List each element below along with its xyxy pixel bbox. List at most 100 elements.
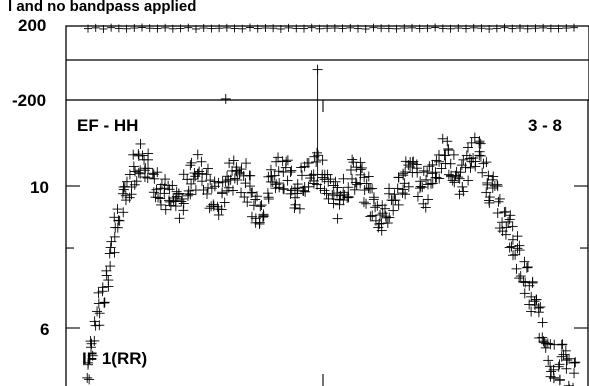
amp-point — [151, 184, 162, 195]
amp-point — [133, 167, 144, 178]
amp-point — [569, 357, 580, 368]
phase-point — [192, 24, 200, 33]
amp-point — [128, 161, 139, 172]
amp-point — [118, 207, 129, 218]
baseline-label: EF - HH — [77, 116, 138, 135]
amp-point — [506, 241, 517, 252]
amp-point — [546, 366, 557, 377]
amp-point — [232, 175, 243, 186]
amp-point — [242, 197, 253, 208]
amp-point — [322, 169, 333, 180]
amp-point — [424, 161, 435, 172]
plot-title-fragment: l and no bandpass applied — [8, 0, 196, 15]
phase-point — [315, 24, 324, 33]
amp-point — [303, 181, 314, 192]
amp-point — [561, 363, 572, 374]
amp-point — [196, 176, 207, 187]
amp-point — [229, 173, 240, 184]
amp-point — [137, 150, 148, 161]
amp-point — [423, 194, 434, 205]
amp-point — [545, 339, 556, 350]
amp-point — [150, 192, 161, 203]
amp-point — [555, 374, 566, 385]
amp-point — [475, 138, 486, 149]
amp-point — [505, 210, 516, 221]
amp-point — [86, 342, 97, 353]
phase-point — [122, 24, 131, 33]
phase-point — [361, 24, 370, 33]
amp-point — [101, 265, 112, 276]
phase-point — [338, 24, 347, 33]
amp-point — [454, 173, 465, 184]
amp-point — [478, 158, 489, 169]
if-label: IF 1(RR) — [82, 349, 147, 368]
amp-point — [135, 138, 146, 149]
phase-point — [130, 24, 139, 33]
amp-point — [185, 160, 196, 171]
amp-point — [196, 156, 207, 167]
amp-point — [448, 149, 459, 160]
amp-point — [407, 157, 418, 168]
amp-point — [289, 202, 300, 213]
amp-point — [508, 250, 519, 261]
amp-point — [192, 149, 203, 160]
amp-point — [515, 271, 526, 282]
amp-point — [212, 201, 223, 212]
phase-point — [384, 24, 393, 33]
phase-point — [161, 23, 170, 32]
amp-point — [93, 287, 104, 298]
amp-point — [483, 170, 494, 181]
phase-point — [292, 24, 301, 33]
amp-point — [167, 180, 178, 191]
phase-point — [546, 24, 555, 33]
amp-point — [455, 167, 466, 178]
amp-point — [492, 181, 503, 192]
amp-point — [521, 262, 532, 273]
phase-point — [516, 24, 524, 33]
amp-point — [173, 188, 184, 199]
amp-point — [109, 247, 120, 258]
amp-point — [403, 181, 414, 192]
phase-point — [346, 23, 355, 32]
amp-point — [434, 156, 445, 167]
amp-point — [152, 167, 163, 178]
amp-point — [142, 154, 153, 165]
phase-point — [114, 24, 123, 33]
amp-point — [475, 150, 486, 161]
amp-ticks — [66, 100, 588, 386]
amp-point — [421, 174, 432, 185]
amp-point — [367, 210, 378, 221]
amp-point — [300, 186, 311, 197]
amp-point — [442, 136, 453, 147]
amp-point — [361, 178, 372, 189]
amp-point — [213, 209, 224, 220]
phase-point — [408, 23, 416, 32]
amp-point — [257, 212, 268, 223]
amp-point — [443, 145, 454, 156]
amp-point — [273, 152, 284, 163]
amp-point — [436, 163, 447, 174]
amp-point — [94, 320, 105, 331]
amp-point — [512, 231, 523, 242]
amp-point — [171, 186, 182, 197]
amp-point — [427, 159, 438, 170]
amp-point — [453, 172, 464, 183]
amp-point — [325, 174, 336, 185]
amp-point — [474, 146, 485, 157]
amp-point — [164, 184, 175, 195]
phase-point — [269, 24, 278, 33]
amp-point — [426, 178, 437, 189]
amp-point — [367, 183, 378, 194]
amp-point — [484, 197, 495, 208]
amp-point — [186, 178, 197, 189]
amp-point — [282, 155, 293, 166]
amp-point — [540, 338, 551, 349]
amp-point — [504, 242, 515, 253]
amp-point — [273, 166, 284, 177]
amp-point — [422, 167, 433, 178]
amp-point — [104, 248, 115, 259]
amp-point — [219, 197, 230, 208]
phase-point — [562, 24, 571, 33]
amp-point — [109, 231, 120, 242]
phase-point — [184, 23, 193, 32]
